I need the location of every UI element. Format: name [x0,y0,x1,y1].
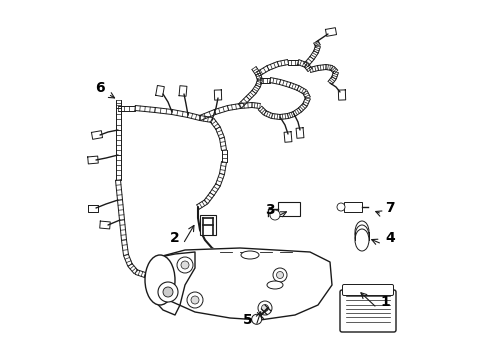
Text: 3: 3 [264,203,274,217]
Ellipse shape [354,225,368,247]
Circle shape [158,282,178,302]
Circle shape [191,296,199,304]
Circle shape [251,314,261,324]
Ellipse shape [354,221,368,243]
Circle shape [276,271,283,279]
Ellipse shape [241,251,259,259]
Circle shape [181,261,189,269]
Ellipse shape [354,229,368,251]
Circle shape [186,292,203,308]
FancyBboxPatch shape [342,284,393,296]
Circle shape [163,287,173,297]
Circle shape [261,305,268,311]
Circle shape [269,210,280,220]
Polygon shape [148,252,195,315]
Text: 5: 5 [243,313,252,327]
Text: 1: 1 [379,295,389,309]
Polygon shape [148,248,331,320]
Text: 2: 2 [170,231,180,245]
Circle shape [336,203,345,211]
Bar [200,215,216,235]
Text: 6: 6 [95,81,104,95]
Text: 7: 7 [385,201,394,215]
Text: 4: 4 [385,231,394,245]
Bar [343,202,361,212]
Circle shape [177,257,193,273]
Circle shape [258,301,271,315]
Circle shape [272,268,286,282]
Bar [278,202,299,216]
FancyBboxPatch shape [339,290,395,332]
Ellipse shape [266,281,283,289]
Ellipse shape [145,255,175,305]
